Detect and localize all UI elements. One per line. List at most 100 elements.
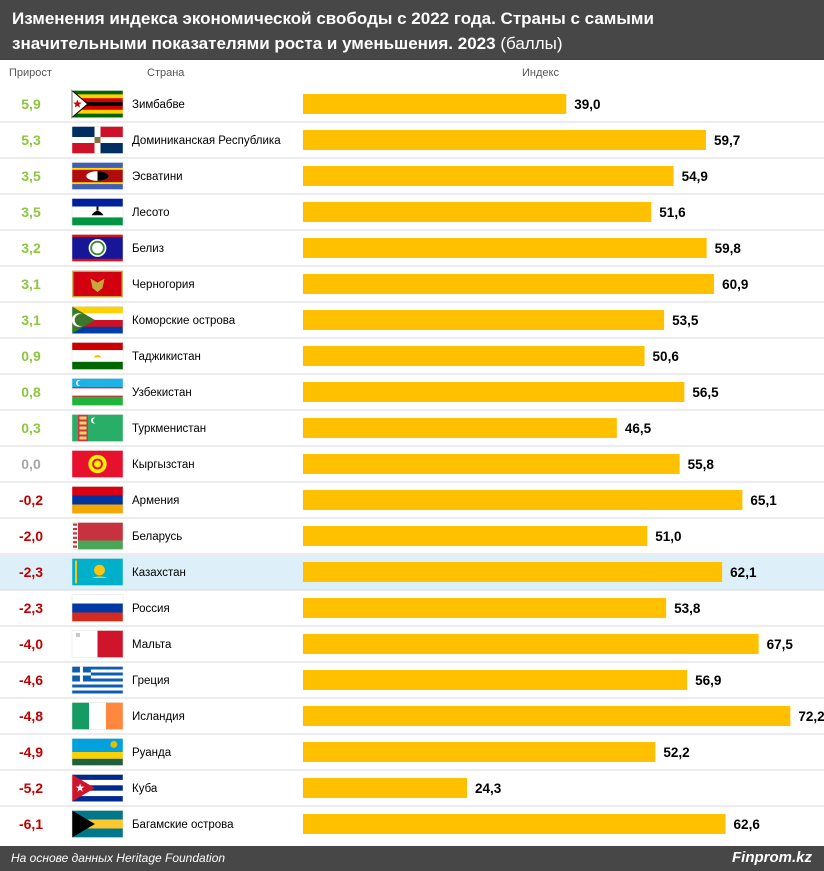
index-bar [303, 814, 726, 834]
country-label: Доминиканская Республика [132, 135, 281, 147]
chart-title-line-2: значительными показателями роста и умень… [12, 31, 812, 56]
zimbabwe-flag-icon [71, 89, 124, 119]
belarus-flag-icon [71, 522, 124, 550]
index-bar [303, 706, 791, 726]
growth-label: -4,9 [19, 744, 43, 760]
growth-label: -5,2 [19, 780, 43, 796]
value-label: 56,5 [692, 385, 719, 400]
chart-row: 5,3 Доминиканская Республика 59,7 [0, 126, 824, 159]
chart-row: 3,5 Эсватини 54,9 [0, 162, 824, 195]
kazakhstan-flag-icon [71, 558, 124, 586]
growth-label: -4,6 [19, 672, 43, 688]
bahamas-flag-icon [71, 810, 124, 838]
value-label: 52,2 [663, 745, 689, 760]
dominican-republic-flag-icon [71, 126, 124, 154]
country-label: Беларусь [132, 531, 182, 543]
value-label: 60,9 [722, 277, 748, 292]
chart-title-line-1: Изменения индекса экономической свободы … [12, 9, 654, 28]
comoros-flag-icon [71, 306, 124, 334]
bar-chart: 5,9 Зимбабве 39,0 5,3 Доминиканская Республи… [0, 89, 824, 838]
chart-row: -4,8 Исландия 72,2 [0, 702, 824, 735]
rwanda-flag-icon [71, 738, 124, 766]
country-label: Куба [132, 783, 158, 795]
index-bar [303, 526, 648, 546]
chart-title-unit: (баллы) [500, 34, 563, 53]
chart-header: Изменения индекса экономической свободы … [0, 0, 824, 60]
column-header-growth: Прирост [9, 67, 52, 79]
russia-flag-icon [71, 594, 124, 622]
value-label: 56,9 [695, 673, 721, 688]
growth-label: 0,0 [21, 456, 41, 472]
footer-brand: Finprom.kz [731, 849, 812, 866]
chart-row: 3,5 Лесото 51,6 [0, 198, 824, 231]
turkmenistan-flag-icon [71, 414, 124, 442]
cuba-flag-icon [71, 774, 124, 802]
index-bar [303, 490, 743, 510]
growth-label: 3,2 [21, 240, 41, 256]
growth-label: -2,3 [19, 564, 43, 580]
value-label: 51,6 [659, 205, 686, 220]
index-bar [303, 778, 468, 798]
chart-row: 3,1 Черногория 60,9 [0, 270, 824, 303]
value-label: 59,7 [714, 133, 740, 148]
index-bar [303, 634, 759, 654]
growth-label: 3,5 [21, 204, 41, 220]
value-label: 55,8 [688, 457, 715, 472]
growth-label: 0,9 [21, 348, 41, 364]
value-label: 65,1 [750, 493, 777, 508]
growth-label: 5,3 [21, 132, 41, 148]
growth-label: -6,1 [19, 816, 43, 832]
chart-row: -2,0 Беларусь 51,0 [0, 522, 824, 555]
country-label: Туркменистан [132, 423, 206, 435]
index-bar [303, 454, 680, 474]
belize-flag-icon [71, 234, 124, 262]
chart-row: -2,3 Россия 53,8 [0, 594, 824, 627]
country-label: Зимбабве [132, 99, 185, 111]
index-bar [303, 742, 656, 762]
tajikistan-flag-icon [71, 342, 124, 370]
index-bar [303, 94, 567, 114]
index-bar [303, 562, 723, 582]
index-bar [303, 346, 645, 366]
chart-title-main: значительными показателями роста и умень… [12, 34, 496, 53]
chart-row: 3,1 Коморские острова 53,5 [0, 306, 824, 339]
chart-footer: На основе данных Heritage Foundation Fin… [0, 846, 824, 871]
growth-label: -0,2 [19, 492, 43, 508]
growth-label: -4,8 [19, 708, 43, 724]
value-label: 59,8 [715, 241, 742, 256]
index-bar [303, 382, 685, 402]
index-bar [303, 418, 617, 438]
country-label: Эсватини [132, 171, 183, 183]
country-label: Коморские острова [132, 315, 236, 327]
chart-row: -4,6 Греция 56,9 [0, 666, 824, 699]
value-label: 51,0 [655, 529, 681, 544]
armenia-flag-icon [71, 486, 124, 514]
chart-row: 0,8 Узбекистан 56,5 [0, 378, 824, 411]
country-label: Исландия [132, 711, 185, 723]
chart-row: 0,9 Таджикистан 50,6 [0, 342, 824, 375]
value-label: 50,6 [653, 349, 680, 364]
index-bar [303, 238, 707, 258]
value-label: 53,5 [672, 313, 699, 328]
index-bar [303, 202, 652, 222]
kyrgyzstan-flag-icon [71, 450, 124, 478]
growth-label: 5,9 [21, 96, 41, 112]
value-label: 46,5 [625, 421, 652, 436]
growth-label: -4,0 [19, 636, 43, 652]
growth-label: 0,3 [21, 420, 41, 436]
chart-row: -0,2 Армения 65,1 [0, 486, 824, 519]
country-label: Кыргызстан [132, 459, 195, 471]
value-label: 62,1 [730, 565, 757, 580]
value-label: 72,2 [798, 709, 824, 724]
value-label: 24,3 [475, 781, 502, 796]
index-bar [303, 670, 688, 690]
column-header-index: Индекс [522, 67, 559, 79]
country-label: Казахстан [132, 567, 186, 579]
country-label: Мальта [132, 639, 172, 651]
growth-label: 3,1 [21, 312, 41, 328]
value-label: 67,5 [767, 637, 794, 652]
growth-label: 3,5 [21, 168, 41, 184]
column-header-country: Страна [147, 67, 185, 79]
chart-row: -4,9 Руанда 52,2 [0, 738, 824, 771]
chart-row: 0,3 Туркменистан 46,5 [0, 414, 824, 447]
